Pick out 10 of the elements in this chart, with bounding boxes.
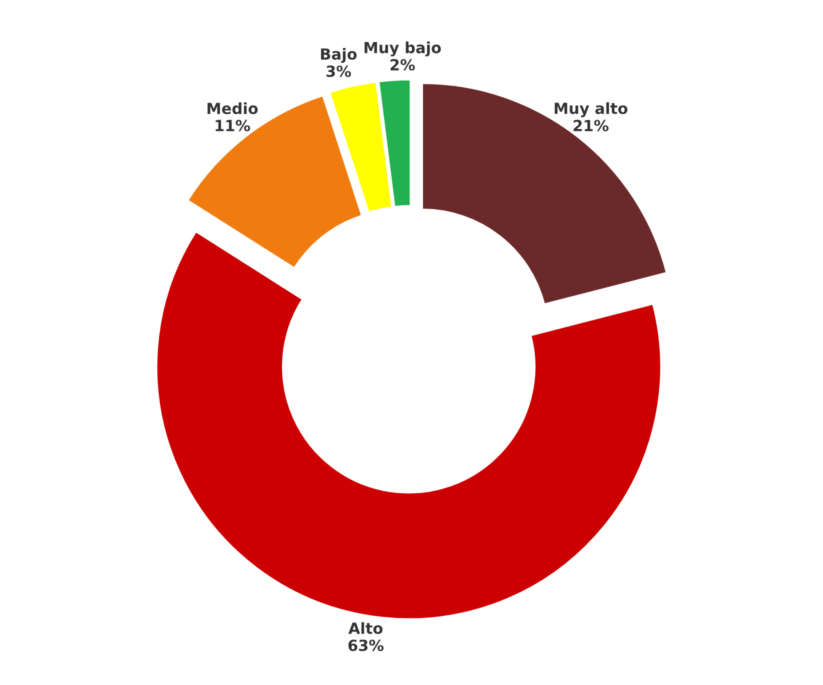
data-label: 21% bbox=[574, 120, 609, 132]
data-label: 63% bbox=[348, 640, 384, 652]
slice-label: Bajo bbox=[321, 48, 357, 63]
slice-label: Medio bbox=[208, 102, 258, 114]
slice-label: Muy bajo bbox=[364, 42, 441, 56]
data-label: 11% bbox=[216, 120, 250, 132]
data-label: 3% bbox=[326, 65, 351, 78]
data-label: 2% bbox=[390, 59, 415, 71]
slice-label: Alto bbox=[348, 622, 383, 634]
slice-label: Muy alto bbox=[554, 102, 628, 118]
